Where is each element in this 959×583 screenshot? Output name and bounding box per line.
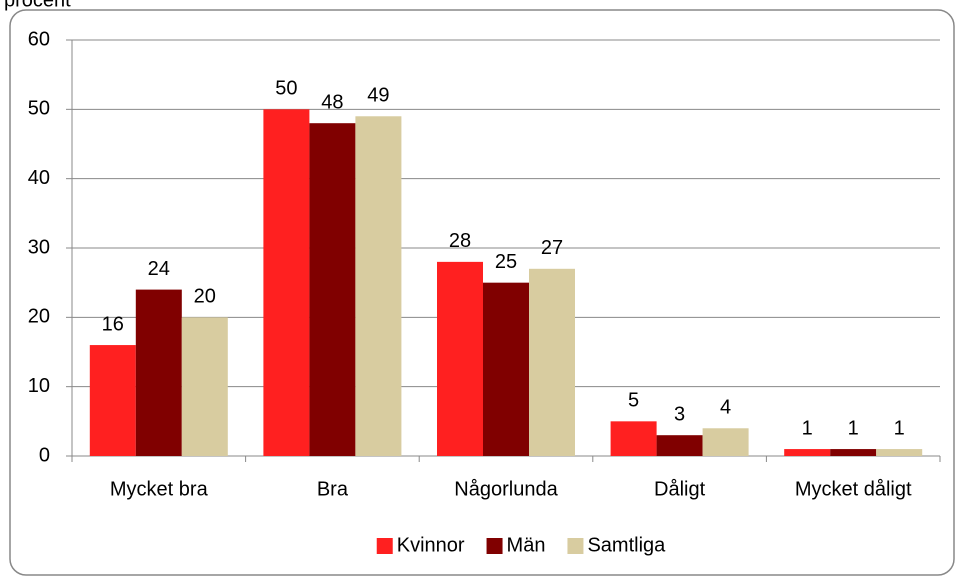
bar	[135, 289, 182, 456]
bar	[483, 282, 529, 456]
data-label: 48	[321, 91, 343, 113]
x-tick-label: Mycket bra	[110, 478, 209, 500]
legend-label: Kvinnor	[397, 534, 465, 556]
data-label: 1	[894, 417, 905, 439]
y-tick-label: 30	[28, 236, 50, 258]
y-tick-label: 60	[28, 28, 50, 50]
data-label: 16	[102, 313, 124, 335]
data-label: 25	[495, 251, 517, 273]
bar	[309, 123, 356, 456]
x-tick-label: Någorlunda	[454, 478, 558, 500]
data-label: 1	[802, 417, 813, 439]
legend-swatch	[376, 538, 393, 554]
data-label: 27	[541, 237, 563, 259]
bar	[263, 109, 310, 456]
bar	[181, 317, 228, 456]
bar	[610, 421, 657, 456]
bar	[355, 116, 402, 457]
y-tick-label: 40	[28, 167, 50, 189]
bar	[89, 345, 136, 456]
data-label: 49	[367, 85, 389, 107]
bar	[830, 449, 877, 456]
x-tick-label: Dåligt	[654, 478, 706, 500]
bar	[702, 428, 749, 456]
x-tick-label: Bra	[317, 478, 349, 500]
bar	[529, 268, 575, 456]
bar	[784, 449, 831, 456]
x-tick-label: Mycket dåligt	[795, 478, 912, 500]
bar	[437, 261, 483, 456]
data-label: 1	[848, 417, 859, 439]
bar	[656, 435, 703, 456]
legend-swatch	[567, 538, 584, 554]
y-tick-label: 20	[28, 306, 50, 328]
y-axis-label: procent	[4, 0, 71, 11]
data-label: 20	[194, 286, 216, 308]
y-tick-label: 0	[39, 444, 50, 466]
bar	[876, 449, 923, 456]
data-label: 24	[148, 258, 170, 280]
y-tick-label: 50	[28, 98, 50, 120]
data-label: 3	[674, 403, 685, 425]
data-label: 28	[449, 230, 471, 252]
legend-label: Samtliga	[587, 534, 666, 556]
legend-swatch	[486, 538, 503, 554]
data-label: 5	[628, 390, 639, 412]
data-label: 4	[720, 397, 731, 419]
y-tick-label: 10	[28, 375, 50, 397]
data-label: 50	[275, 78, 297, 100]
legend-label: Män	[507, 534, 546, 556]
